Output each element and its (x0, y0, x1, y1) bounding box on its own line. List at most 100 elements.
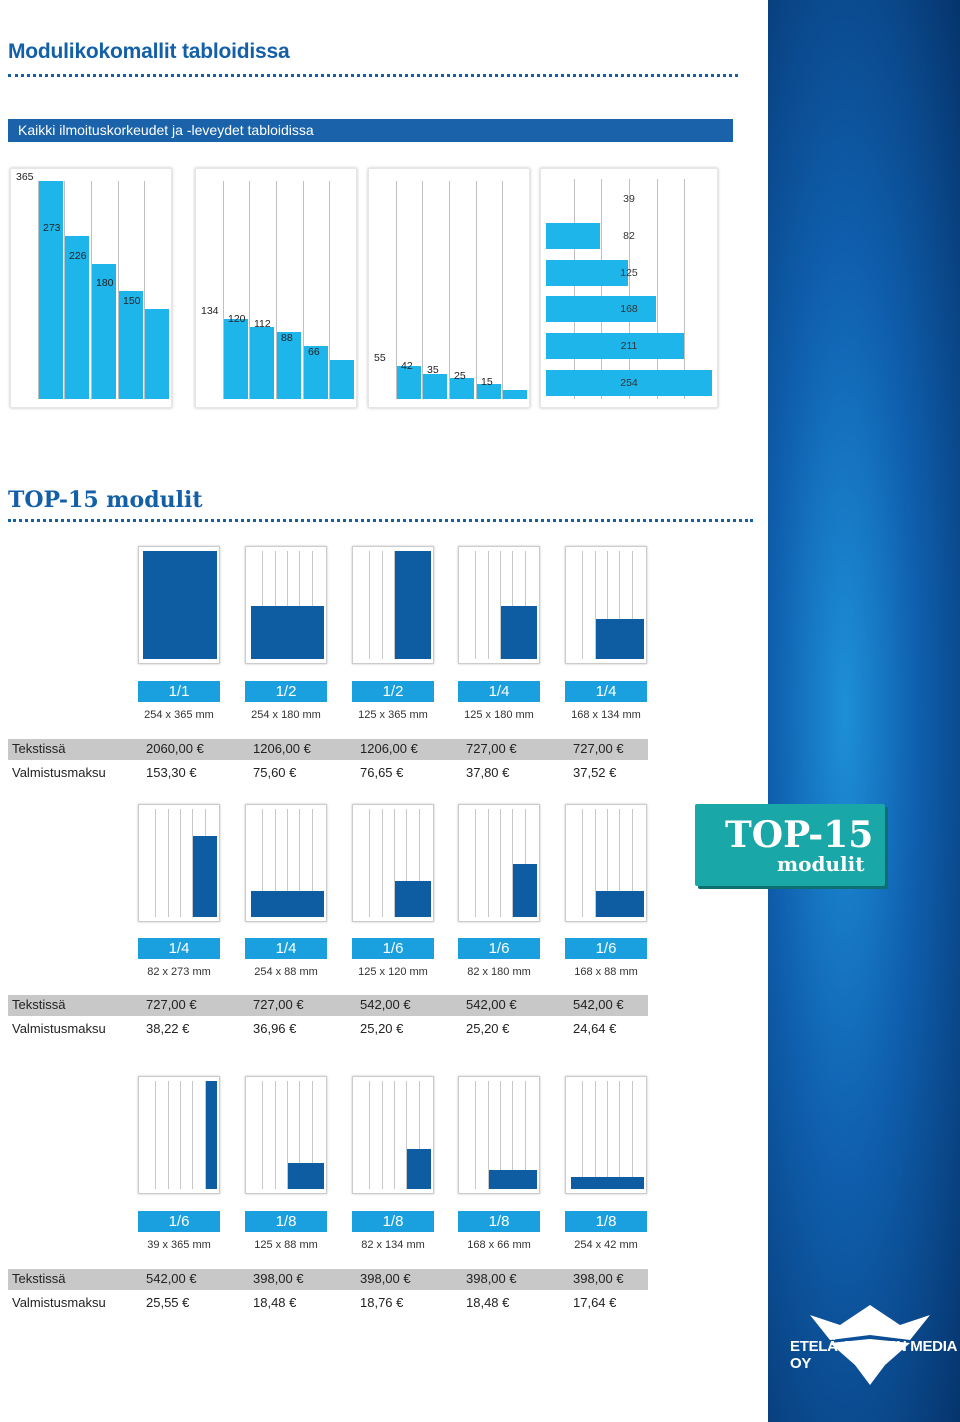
row-label-valmistusmaksu: Valmistusmaksu (12, 1021, 106, 1036)
height-label: 273 (43, 222, 61, 234)
price-text: 542,00 € (466, 997, 517, 1012)
brand-logo-icon (810, 1305, 930, 1385)
page-title: Modulikokomallit tabloidissa (8, 40, 290, 63)
height-bar (277, 332, 301, 399)
module-fraction: 1/6 (458, 938, 540, 959)
price-text: 1206,00 € (360, 741, 418, 756)
module-fill (596, 891, 644, 917)
height-panel: 55 42 35 25 15 (368, 168, 530, 408)
module-fraction: 1/4 (565, 681, 647, 702)
module-column-line (488, 809, 489, 917)
module-column-line (275, 809, 276, 917)
module-column-line (512, 551, 513, 659)
title-divider (8, 74, 738, 77)
panel-column-line (476, 181, 477, 399)
price-text: 2060,00 € (146, 741, 204, 756)
module-dimensions: 168 x 66 mm (467, 1239, 531, 1251)
price-preparation: 38,22 € (146, 1021, 190, 1036)
price-text: 398,00 € (360, 1271, 411, 1286)
module-fill (571, 1177, 644, 1189)
module-column-line (168, 1081, 169, 1189)
module-thumbnail (565, 1076, 647, 1194)
height-bar (92, 264, 116, 399)
module-column-line (525, 551, 526, 659)
height-bar (423, 374, 447, 399)
panel-column-line (64, 181, 65, 399)
panel-column-line (303, 181, 304, 399)
module-column-line (619, 809, 620, 917)
module-dimensions: 168 x 88 mm (574, 966, 638, 978)
width-label: 168 (620, 303, 638, 315)
width-label: 211 (620, 340, 638, 352)
module-column-line (512, 809, 513, 917)
module-column-line (299, 551, 300, 659)
module-column-line (500, 809, 501, 917)
price-preparation: 17,64 € (573, 1295, 617, 1310)
module-column-line (419, 1081, 420, 1189)
module-column-line (262, 809, 263, 917)
module-thumbnail (565, 546, 647, 664)
width-bar (546, 333, 684, 359)
module-column-line (180, 1081, 181, 1189)
module-fill (193, 836, 217, 917)
module-column-line (475, 1081, 476, 1189)
height-bar (224, 319, 248, 399)
module-column-line (369, 1081, 370, 1189)
module-fill (501, 606, 537, 659)
height-bar (450, 378, 474, 399)
panel-column-line (144, 181, 145, 399)
price-row-background (8, 995, 648, 1016)
module-column-line (369, 809, 370, 917)
panel-column-line (118, 181, 119, 399)
module-column-line (419, 809, 420, 917)
module-thumbnail (458, 1076, 540, 1194)
panel-column-line (684, 179, 685, 399)
module-column-line (312, 809, 313, 917)
module-fill (513, 864, 537, 917)
module-fraction: 1/2 (352, 681, 434, 702)
width-label: 254 (620, 377, 638, 389)
badge-subtitle: modulit (777, 852, 865, 876)
panel-column-line (601, 179, 602, 399)
height-label: 134 (201, 305, 219, 317)
module-column-line (287, 809, 288, 917)
module-thumbnail (245, 546, 327, 664)
height-bar (39, 181, 63, 399)
width-label: 125 (620, 267, 638, 279)
module-thumbnail (245, 1076, 327, 1194)
module-column-line (500, 551, 501, 659)
module-dimensions: 254 x 180 mm (251, 709, 321, 721)
panel-column-line (91, 181, 92, 399)
module-column-line (619, 551, 620, 659)
price-preparation: 18,48 € (253, 1295, 297, 1310)
height-panel: 365 273 226 180 150 (10, 168, 172, 408)
module-thumbnail (352, 804, 434, 922)
module-dimensions: 82 x 273 mm (147, 966, 211, 978)
section-subtitle-bar: Kaikki ilmoituskorkeudet ja -leveydet ta… (8, 119, 733, 142)
module-fill (288, 1163, 324, 1189)
module-thumbnail (458, 546, 540, 664)
panel-column-line (574, 179, 575, 399)
module-column-line (394, 1081, 395, 1189)
module-dimensions: 125 x 180 mm (464, 709, 534, 721)
price-preparation: 25,20 € (360, 1021, 404, 1036)
module-fill (251, 891, 324, 917)
height-label: 66 (308, 346, 320, 358)
module-column-line (607, 1081, 608, 1189)
module-column-line (369, 551, 370, 659)
module-column-line (168, 809, 169, 917)
height-label: 180 (96, 277, 114, 289)
module-thumbnail (352, 1076, 434, 1194)
panel-column-line (502, 181, 503, 399)
panel-column-line (223, 181, 224, 399)
module-column-line (632, 1081, 633, 1189)
module-dimensions: 125 x 88 mm (254, 1239, 318, 1251)
height-label: 35 (427, 364, 439, 376)
panel-column-line (276, 181, 277, 399)
row-label-valmistusmaksu: Valmistusmaksu (12, 765, 106, 780)
panel-column-line (38, 181, 39, 399)
module-fraction: 1/6 (138, 1211, 220, 1232)
height-bar (477, 384, 501, 399)
width-label: 82 (623, 230, 635, 242)
module-column-line (312, 1081, 313, 1189)
